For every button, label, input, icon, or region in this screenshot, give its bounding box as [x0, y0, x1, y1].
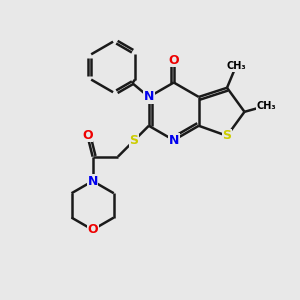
Text: O: O [169, 54, 179, 67]
Text: N: N [169, 134, 179, 147]
Text: S: S [223, 129, 232, 142]
Text: CH₃: CH₃ [256, 101, 276, 111]
Text: O: O [87, 223, 98, 236]
Text: N: N [144, 90, 154, 104]
Text: S: S [129, 134, 138, 147]
Text: CH₃: CH₃ [226, 61, 246, 71]
Text: N: N [88, 175, 98, 188]
Text: O: O [82, 129, 93, 142]
